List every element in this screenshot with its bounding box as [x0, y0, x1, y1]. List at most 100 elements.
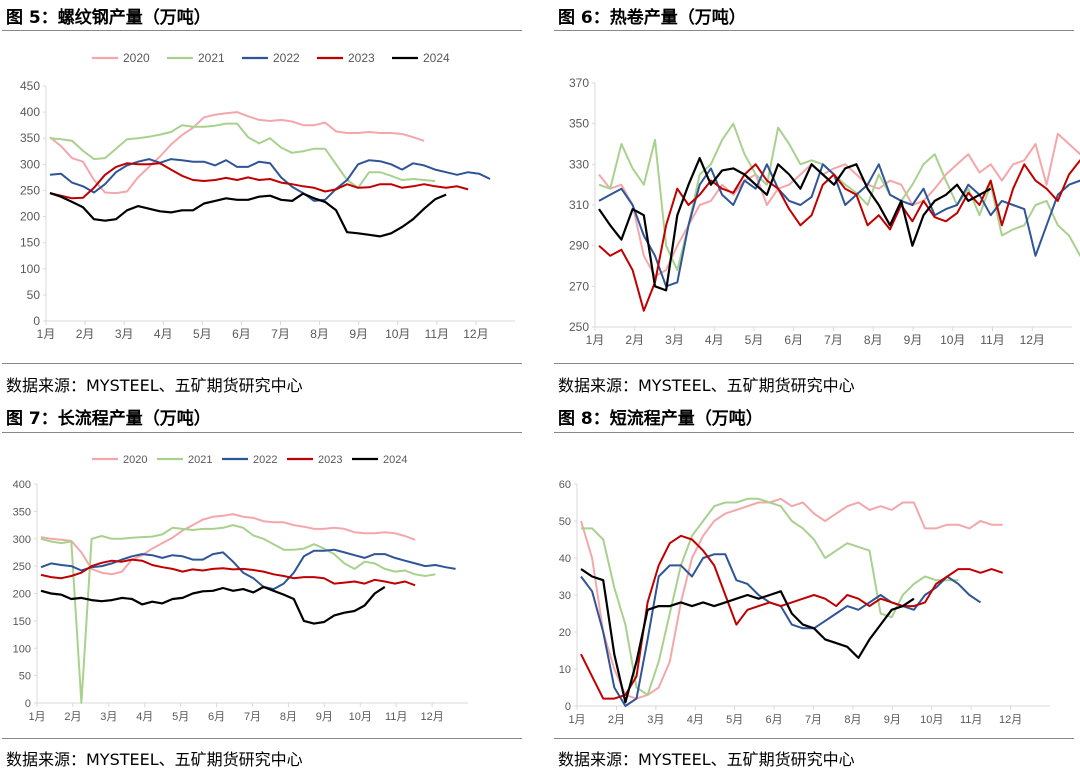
x-tick-label: 7月	[244, 711, 261, 723]
y-tick-label: 290	[569, 239, 589, 253]
series-line-2024	[40, 585, 386, 625]
x-tick-label: 9月	[884, 714, 901, 726]
legend-label-2024: 2024	[423, 51, 450, 65]
series-line-2022	[49, 158, 491, 202]
series-line-2022	[598, 163, 1080, 288]
panel-figure-8: 图 8：短流程产量（万吨） 0 10 20 30 40 50 60 1月 2月 3月 4月 5月 6月 7…	[552, 400, 1080, 770]
series-line-2022	[40, 548, 456, 591]
x-tick-label: 10月	[940, 333, 965, 347]
y-tick-label: 250	[569, 320, 589, 334]
series-line-2023	[580, 534, 1004, 700]
x-tick-label: 12月	[420, 711, 443, 723]
x-tick-label: 6月	[784, 333, 803, 347]
chart-title: 图 6：热卷产量（万吨）	[558, 8, 746, 28]
x-tick-label: 5月	[193, 327, 212, 341]
source-divider	[2, 738, 522, 739]
x-tick-label: 11月	[960, 714, 982, 726]
x-tick-label: 1月	[586, 333, 605, 347]
series-line-2024	[598, 157, 992, 292]
legend-label-2024: 2024	[383, 454, 407, 466]
series-line-2023	[49, 162, 469, 200]
x-tick-label: 1月	[28, 711, 45, 723]
y-tick-label: 50	[559, 516, 571, 528]
x-tick-label: 2月	[76, 327, 95, 341]
x-tick-label: 1月	[37, 327, 56, 341]
x-tick-label: 10月	[349, 711, 372, 723]
x-tick-label: 4月	[705, 333, 724, 347]
y-tick-label: 370	[569, 76, 589, 90]
y-tick-label: 20	[559, 627, 571, 639]
source-divider	[554, 738, 1074, 739]
x-tick-label: 3月	[100, 711, 117, 723]
source-divider	[2, 363, 522, 364]
y-tick-label: 200	[13, 589, 31, 601]
data-source: 数据来源：MYSTEEL、五矿期货研究中心	[6, 376, 303, 395]
source-divider	[554, 363, 1074, 364]
x-tick-label: 3月	[115, 327, 134, 341]
series-line-2023	[40, 558, 416, 587]
y-tick-label: 150	[13, 616, 31, 628]
x-tick-label: 9月	[316, 711, 333, 723]
x-tick-label: 2月	[608, 714, 625, 726]
y-tick-label: 0	[565, 701, 571, 713]
title-divider	[2, 432, 522, 433]
line-chart: 250 270 290 310 330 350 370 1月 2月 3月 4月 5月 6月 7月 8月 9月 1…	[569, 76, 1080, 347]
x-tick-label: 2月	[625, 333, 644, 347]
x-tick-label: 8月	[864, 333, 883, 347]
y-tick-label: 310	[569, 198, 589, 212]
x-tick-label: 8月	[280, 711, 297, 723]
y-tick-label: 0	[25, 698, 31, 710]
data-source: 数据来源：MYSTEEL、五矿期货研究中心	[558, 376, 855, 395]
legend-label-2023: 2023	[318, 454, 342, 466]
x-tick-label: 11月	[385, 711, 407, 723]
y-tick-label: 350	[20, 131, 40, 145]
chart-title: 图 5：螺纹钢产量（万吨）	[6, 8, 211, 28]
line-chart: 0 50 100 150 200 250 300 350 400 1月 2月 3月 4月 5月 6月 7月 8月…	[13, 454, 468, 723]
y-tick-label: 50	[19, 671, 31, 683]
y-tick-label: 330	[569, 157, 589, 171]
y-tick-label: 450	[20, 79, 40, 93]
title-divider	[554, 432, 1074, 433]
y-tick-label: 400	[13, 479, 31, 491]
x-tick-label: 9月	[904, 333, 923, 347]
panel-figure-5: 图 5：螺纹钢产量（万吨） 0 50 100 150 200 250 300 350 400 45…	[0, 0, 540, 400]
series-line-2020	[49, 111, 425, 195]
x-tick-label: 4月	[136, 711, 153, 723]
x-tick-label: 5月	[745, 333, 764, 347]
line-chart: 0 50 100 150 200 250 300 350 400 450 1月 2月 3月 4月 5月 6月 7…	[20, 51, 515, 341]
x-tick-label: 6月	[766, 714, 783, 726]
x-tick-label: 4月	[154, 327, 173, 341]
y-tick-label: 350	[569, 117, 589, 131]
legend-label-2022: 2022	[253, 454, 277, 466]
x-tick-label: 2月	[64, 711, 81, 723]
x-tick-label: 6月	[232, 327, 251, 341]
y-tick-label: 100	[13, 643, 31, 655]
series-line-2021	[40, 524, 436, 704]
x-tick-label: 10月	[920, 714, 943, 726]
title-divider	[2, 30, 522, 31]
y-tick-label: 270	[569, 279, 589, 293]
chart-title: 图 7：长流程产量（万吨）	[6, 409, 211, 429]
x-tick-label: 6月	[208, 711, 225, 723]
x-tick-label: 11月	[425, 327, 449, 341]
x-tick-label: 12月	[1020, 333, 1045, 347]
series-line-2023	[598, 159, 1080, 312]
x-tick-label: 10月	[385, 327, 410, 341]
y-tick-label: 400	[20, 105, 40, 119]
x-tick-label: 7月	[824, 333, 843, 347]
chart-title: 图 8：短流程产量（万吨）	[558, 409, 763, 429]
data-source: 数据来源：MYSTEEL、五矿期货研究中心	[558, 750, 855, 769]
y-tick-label: 300	[13, 534, 31, 546]
y-tick-label: 50	[27, 288, 41, 302]
x-tick-label: 12月	[999, 714, 1022, 726]
x-tick-label: 12月	[463, 327, 488, 341]
y-tick-label: 30	[559, 590, 571, 602]
x-tick-label: 8月	[844, 714, 861, 726]
y-tick-label: 100	[20, 262, 40, 276]
x-tick-label: 11月	[980, 333, 1004, 347]
x-tick-label: 7月	[271, 327, 290, 341]
legend-label-2023: 2023	[348, 51, 375, 65]
legend-label-2021: 2021	[188, 454, 212, 466]
y-tick-label: 350	[13, 506, 31, 518]
x-tick-label: 1月	[568, 714, 585, 726]
